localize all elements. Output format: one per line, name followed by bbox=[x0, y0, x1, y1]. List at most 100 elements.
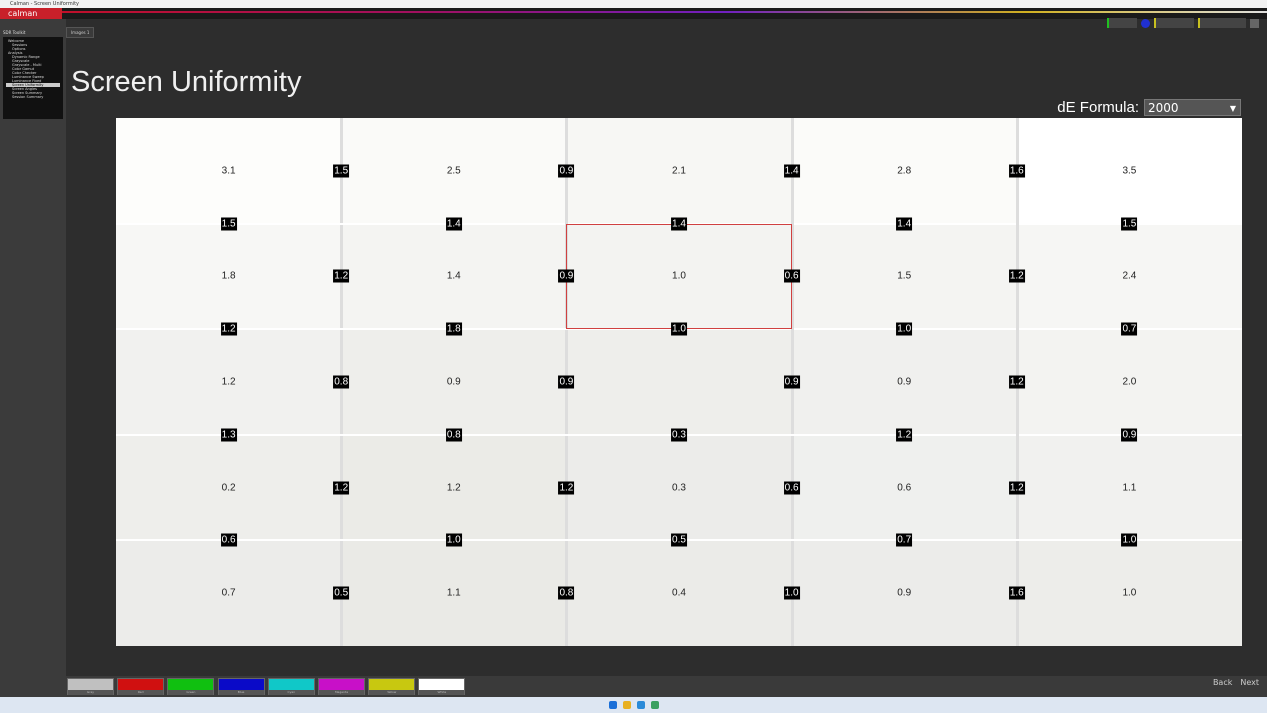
zone bbox=[116, 329, 342, 435]
boundary-value: 1.0 bbox=[896, 322, 913, 336]
swatch-color bbox=[168, 679, 214, 690]
meter-icon[interactable] bbox=[1141, 18, 1150, 28]
swatch-color bbox=[369, 679, 415, 690]
browser-icon[interactable] bbox=[636, 701, 645, 709]
boundary-value: 0.8 bbox=[445, 428, 462, 442]
zone bbox=[791, 540, 1017, 646]
sidebar-item[interactable]: Screen Summary bbox=[12, 91, 43, 95]
zone bbox=[116, 434, 342, 541]
boundary-value: 0.5 bbox=[333, 586, 350, 600]
sidebar-item[interactable]: Session Summary bbox=[12, 95, 44, 99]
sidebar-item[interactable]: Luminance Fixed bbox=[12, 79, 42, 83]
app-icon[interactable] bbox=[650, 701, 659, 709]
zone bbox=[341, 118, 567, 224]
sidebar-item[interactable]: Screen Uniformity bbox=[6, 83, 60, 87]
sidebar-item[interactable]: Analysis bbox=[8, 51, 23, 55]
boundary-value: 1.2 bbox=[1008, 481, 1025, 495]
meter-selector[interactable] bbox=[1107, 18, 1137, 28]
zone-value: 2.8 bbox=[897, 165, 912, 177]
boundary-value: 1.0 bbox=[783, 586, 800, 600]
swatch-yellow[interactable]: Yellow bbox=[368, 678, 416, 695]
zone bbox=[1016, 118, 1242, 224]
swatch-magenta[interactable]: Magenta bbox=[318, 678, 365, 695]
sidebar-item[interactable]: Welcome bbox=[8, 39, 25, 43]
sidebar-item[interactable]: Color Checker bbox=[12, 71, 37, 75]
boundary-value: 1.5 bbox=[333, 164, 350, 178]
file-explorer-icon[interactable] bbox=[622, 701, 631, 709]
boundary-value: 1.6 bbox=[1008, 586, 1025, 600]
zone bbox=[566, 540, 792, 646]
zone-value: 1.5 bbox=[897, 270, 912, 282]
boundary-value: 1.2 bbox=[1008, 269, 1025, 283]
next-button[interactable]: Next bbox=[1240, 678, 1259, 687]
uniformity-grid: 3.1 2.5 2.1 2.8 3.5 1.8 1.4 1.0 1.5 2.4 1.2 0.9 0.9 2… bbox=[116, 118, 1242, 646]
swatch-label: Magenta bbox=[319, 690, 364, 695]
zone bbox=[566, 434, 792, 541]
boundary-value: 0.9 bbox=[558, 164, 575, 178]
swatch-label: Green bbox=[168, 690, 214, 695]
zone bbox=[1016, 223, 1242, 330]
swatch-color bbox=[118, 679, 164, 690]
sidebar-item[interactable]: Luminance Sweep bbox=[12, 75, 44, 79]
zone bbox=[791, 329, 1017, 435]
top-bar bbox=[0, 8, 1267, 19]
boundary-value: 0.8 bbox=[333, 375, 350, 389]
boundary-value: 1.2 bbox=[1008, 375, 1025, 389]
zone bbox=[791, 434, 1017, 541]
sidebar-item[interactable]: Screen Angles bbox=[12, 87, 37, 91]
swatch-white[interactable]: White bbox=[418, 678, 466, 695]
swatch-red[interactable]: Red bbox=[117, 678, 165, 695]
boundary-value: 1.0 bbox=[671, 322, 687, 336]
calman-logo[interactable]: calman bbox=[0, 8, 62, 19]
page-title: Screen Uniformity bbox=[71, 66, 302, 98]
swatch-label: Cyan bbox=[268, 690, 314, 695]
zone-value: 1.0 bbox=[672, 270, 686, 282]
zone bbox=[116, 540, 342, 646]
zone-value: 2.1 bbox=[672, 165, 686, 177]
boundary-value: 1.6 bbox=[1008, 164, 1025, 178]
start-icon[interactable] bbox=[608, 701, 617, 709]
source-selector[interactable] bbox=[1154, 18, 1194, 28]
display-selector[interactable] bbox=[1198, 18, 1246, 28]
boundary-value: 0.9 bbox=[783, 375, 800, 389]
swatch-color bbox=[319, 679, 364, 690]
zone bbox=[1016, 434, 1242, 541]
boundary-value: 1.2 bbox=[333, 269, 350, 283]
sidebar-item[interactable]: Grayscale - Multi bbox=[12, 63, 42, 67]
zone bbox=[791, 118, 1017, 224]
boundary-value: 1.2 bbox=[558, 481, 575, 495]
zone-value: 0.3 bbox=[672, 482, 686, 494]
boundary-value: 1.2 bbox=[220, 322, 237, 336]
boundary-value: 1.4 bbox=[896, 217, 913, 231]
de-formula-dropdown[interactable]: 2000 ▼ bbox=[1144, 99, 1241, 116]
sidebar-item[interactable]: Grayscale bbox=[12, 59, 30, 63]
sidebar-item[interactable]: Sessions bbox=[12, 43, 28, 47]
sidebar-item[interactable]: Dynamic Range bbox=[12, 55, 40, 59]
back-button[interactable]: Back bbox=[1212, 678, 1233, 687]
chevron-down-icon: ▼ bbox=[1229, 104, 1236, 113]
de-formula-control: dE Formula: 2000 ▼ bbox=[1057, 99, 1241, 116]
zone-value: 1.2 bbox=[221, 376, 236, 388]
zone bbox=[566, 329, 792, 435]
zone-value: 1.1 bbox=[446, 587, 461, 599]
zone-value: 0.9 bbox=[446, 376, 461, 388]
zone bbox=[566, 223, 792, 330]
swatch-gray[interactable]: Gray bbox=[67, 678, 114, 695]
swatch-label: Yellow bbox=[369, 690, 415, 695]
swatch-blue[interactable]: Blue bbox=[217, 678, 265, 695]
boundary-value: 1.4 bbox=[783, 164, 800, 178]
zone bbox=[341, 223, 567, 330]
navigation: Back Next bbox=[1213, 678, 1259, 687]
swatch-label: White bbox=[419, 690, 465, 695]
sidebar-item[interactable]: Options bbox=[12, 47, 26, 51]
swatch-cyan[interactable]: Cyan bbox=[267, 678, 315, 695]
sidebar-item[interactable]: Color Gamut bbox=[12, 67, 35, 71]
tab-images[interactable]: Images 1 bbox=[66, 27, 95, 38]
zone bbox=[791, 223, 1017, 330]
settings-icon[interactable] bbox=[1250, 18, 1259, 28]
de-formula-label: dE Formula: bbox=[1057, 99, 1139, 116]
zone-value: 0.9 bbox=[897, 376, 912, 388]
zone bbox=[1016, 540, 1242, 646]
boundary-value: 0.9 bbox=[558, 375, 575, 389]
swatch-green[interactable]: Green bbox=[167, 678, 215, 695]
